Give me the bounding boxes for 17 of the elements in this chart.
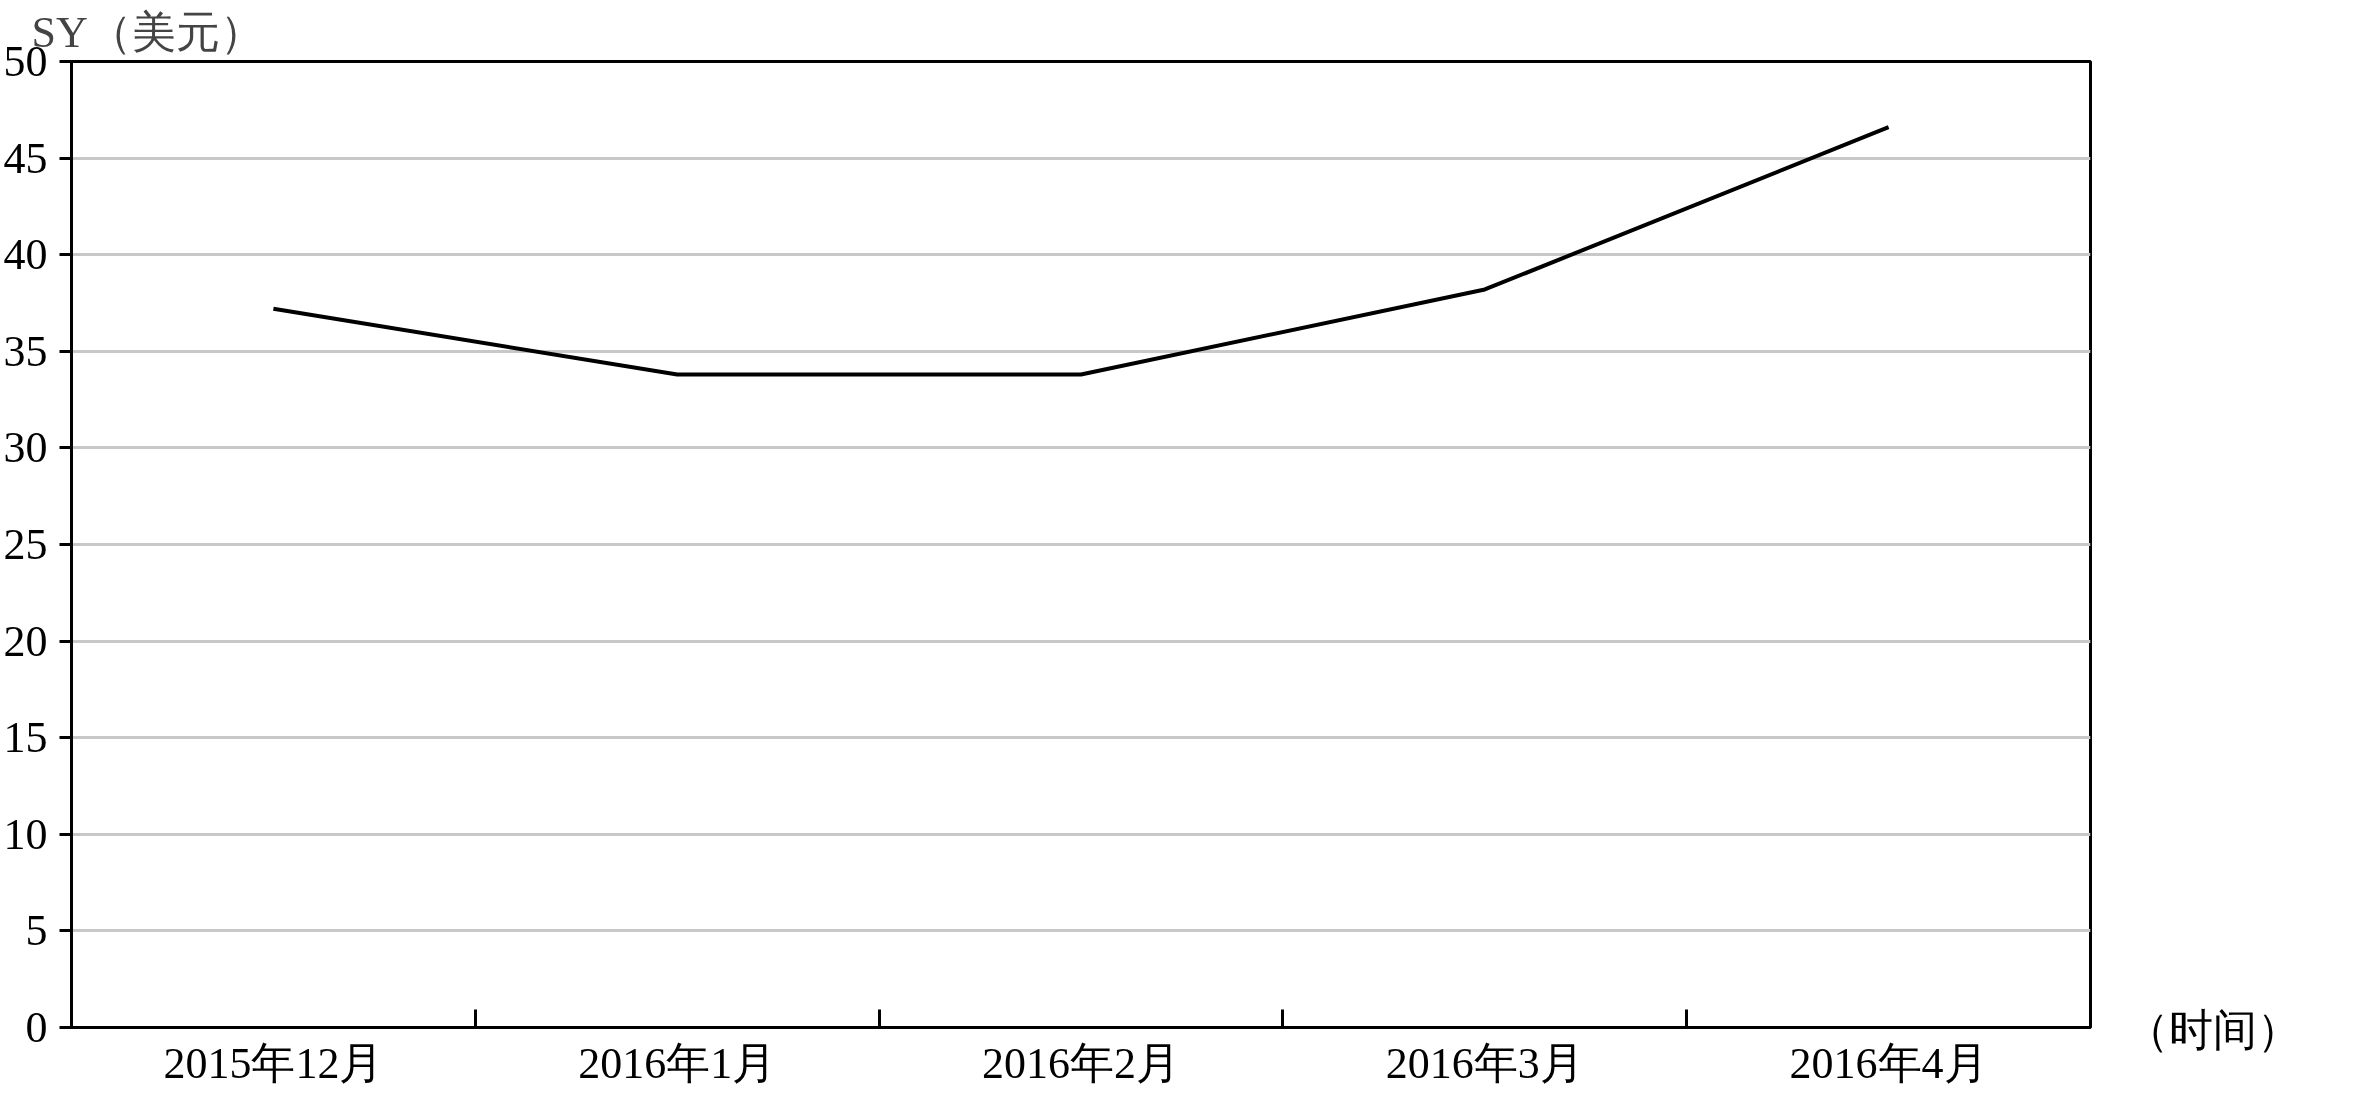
line-series [271, 125, 1891, 377]
y-tick-label: 5 [25, 906, 48, 956]
y-tick-label: 30 [3, 423, 48, 473]
x-tick-label: 2016年1月 [578, 1038, 777, 1088]
x-tick-label: 2015年12月 [163, 1038, 384, 1088]
y-tick-label: 15 [3, 713, 48, 763]
y-tick-label: 0 [25, 1003, 48, 1052]
y-tick-label: 20 [3, 616, 48, 666]
y-tick-label: 45 [3, 133, 48, 183]
y-tick-label: 10 [3, 809, 48, 859]
y-tick-label: 25 [3, 520, 48, 569]
x-tick-label: 2016年4月 [1789, 1038, 1988, 1088]
x-tick-label: 2016年2月 [982, 1038, 1180, 1088]
y-tick-label: 40 [3, 230, 48, 280]
y-tick-label: 35 [3, 326, 48, 376]
x-axis-title: （时间） [2125, 1005, 2301, 1057]
x-tick-label: 2016年3月 [1385, 1038, 1584, 1088]
